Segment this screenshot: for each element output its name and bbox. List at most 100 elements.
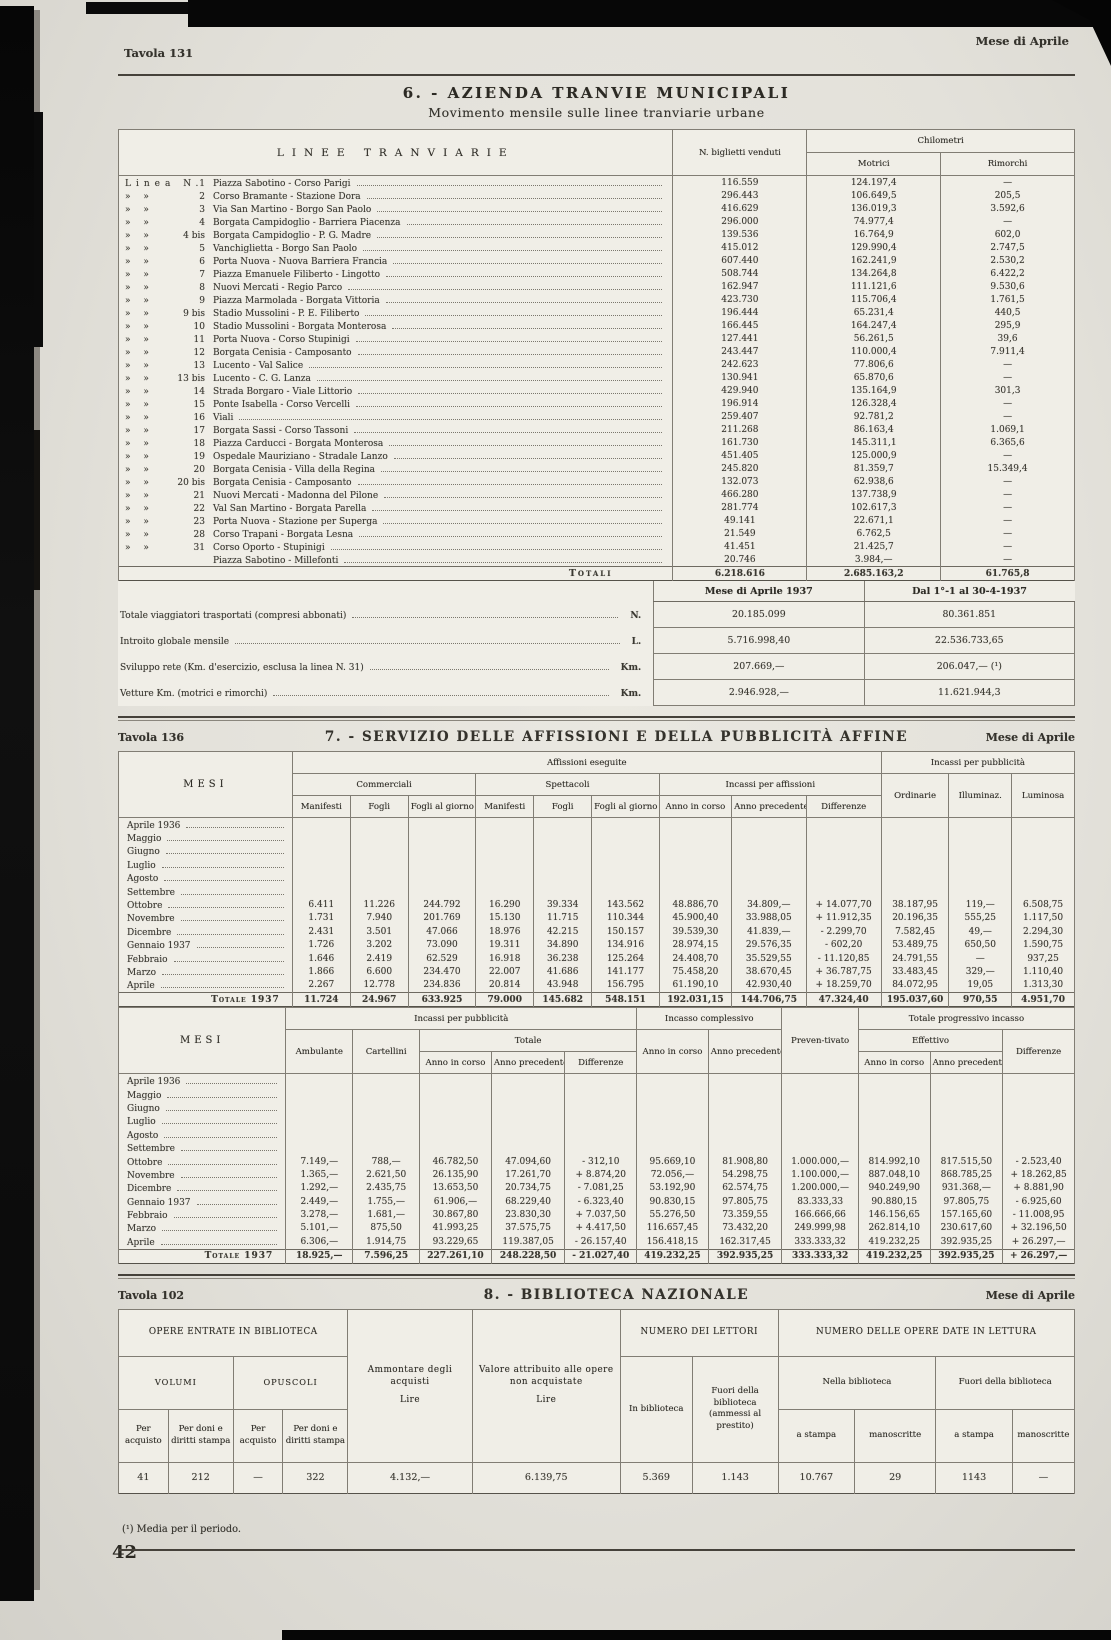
line-prefix: » » [125, 542, 154, 553]
month-row: Settembre [117, 1141, 1075, 1155]
col-mesi-b: MESI [117, 1007, 287, 1075]
value-cell: 11.226 [349, 898, 409, 912]
value-cell: 83.333,33 [781, 1194, 859, 1209]
motrici-value: 102.617,3 [806, 501, 942, 514]
value-cell [349, 817, 409, 832]
tram-line-row: Piazza Sabotino - Millefonti 20.746 3.98… [117, 553, 1075, 567]
value-cell: 144.706,75 [731, 992, 807, 1007]
dot-leader [392, 320, 663, 329]
col-fuori-biblioteca: Fuori della biblioteca (ammessi al prest… [691, 1355, 779, 1463]
group-nella-biblioteca: Nella biblioteca [777, 1355, 937, 1410]
value-cell [352, 1073, 421, 1088]
rimorchi-value: — [940, 488, 1075, 501]
dot-leader [316, 372, 663, 381]
month-name-cell: Marzo [117, 1221, 287, 1236]
value-cell: 1.365,— [285, 1168, 354, 1182]
rimorchi-value: 2.747,5 [940, 241, 1075, 254]
line-name: Corso Bramante - Stazione Dora [213, 191, 361, 202]
month-row: Gennaio 1937 2.449,— 1.755,— 61.906,— 68.22… [117, 1194, 1075, 1209]
month-name: Febbraio [127, 1211, 168, 1222]
affissioni-part2-body: Aprile 1936 Maggio [117, 1073, 1075, 1264]
group-totale-progressivo: Totale progressivo incasso [857, 1007, 1076, 1031]
value-cell: - 21.027,40 [564, 1248, 638, 1264]
line-name: Borgata Cenisia - Camposanto [213, 347, 352, 358]
dot-leader [160, 1236, 278, 1245]
value-cell: 29.576,35 [731, 938, 807, 952]
line-number: 16 [193, 412, 205, 423]
col-anno-in-corso: Anno in corso [658, 795, 733, 818]
month-name: Marzo [127, 967, 157, 978]
value-cell: 33.988,05 [731, 911, 807, 926]
tram-line-row: » » 7 Piazza Emanuele Filiberto - Lingot… [117, 267, 1075, 280]
tram-line-row: » » 31 Corso Oporto - Stupinigi 41.451 2… [117, 540, 1075, 553]
motrici-value: 77.806,6 [806, 358, 942, 371]
mese-label: Mese di Aprile [975, 34, 1069, 48]
month-name-cell: Ottobre [118, 898, 293, 912]
line-prefix: » » [125, 360, 154, 371]
line-prefix: » » [125, 204, 154, 215]
value-cell: 75.458,20 [658, 965, 733, 979]
value-cell: — [948, 951, 1013, 966]
col-opuscoli-doni: Per doni e diritti stampa [282, 1408, 349, 1463]
dot-leader [355, 333, 663, 342]
value-cell: 1.143 [691, 1462, 779, 1494]
line-prefix: » » [125, 451, 154, 462]
line-name: Piazza Sabotino - Corso Parigi [213, 178, 351, 189]
value-cell [707, 1073, 783, 1088]
rimorchi-value: 39,6 [940, 332, 1075, 345]
line-name-cell: » » 20 Borgata Cenisia - Villa della Reg… [117, 462, 674, 475]
value-cell [419, 1087, 492, 1102]
col-ambulante: Ambulante [285, 1029, 354, 1075]
value-cell: + 26.297,— [1002, 1248, 1075, 1264]
value-cell [929, 1114, 1004, 1129]
dot-leader [162, 966, 284, 975]
value-cell: 47.324,40 [805, 992, 882, 1007]
value-cell [490, 1128, 566, 1142]
biglietti-value: 466.280 [672, 488, 808, 501]
month-name: Giugno [127, 847, 160, 858]
value-cell: 6.306,— [285, 1235, 354, 1250]
value-cell: 41.839,— [731, 925, 807, 939]
line-name: Borgata Cenisia - Camposanto [213, 477, 352, 488]
value-cell [1002, 1114, 1075, 1129]
dot-leader [365, 307, 663, 316]
value-cell: + 11.912,35 [805, 911, 882, 926]
value-cell [419, 1141, 492, 1155]
line-name-cell: » » 4 bis Borgata Campidoglio - P. G. Ma… [117, 228, 674, 241]
value-cell: 73.359,55 [707, 1208, 783, 1222]
value-cell [636, 1141, 709, 1155]
value-cell: + 14.077,70 [805, 898, 882, 912]
table6-title: 6. - AZIENDA TRANVIE MUNICIPALI [402, 84, 791, 102]
line-name: Borgata Campidoglio - P. G. Madre [213, 230, 372, 241]
value-cell: 24.791,55 [880, 951, 950, 966]
line-prefix: » » [125, 386, 154, 397]
month-name-cell: Totale 1937 [117, 1248, 287, 1264]
month-name: Gennaio 1937 [127, 1197, 191, 1208]
value-cell: 11.724 [291, 992, 351, 1007]
section-divider [118, 716, 1075, 721]
month-name-cell: Novembre [118, 911, 293, 926]
motrici-value: 145.311,1 [806, 436, 942, 449]
summary-value-month: 5.716.998,40 [653, 627, 865, 654]
biglietti-value: 132.073 [672, 475, 808, 488]
value-cell: 1.755,— [352, 1194, 421, 1209]
value-cell [857, 1128, 931, 1142]
value-cell [929, 1101, 1004, 1115]
month-row: Agosto [117, 1128, 1075, 1142]
group-opuscoli: OPUSCOLI [232, 1355, 349, 1410]
line-prefix: » » [125, 464, 154, 475]
summary-label: Totale viaggiatori trasportati (compresi… [120, 610, 347, 621]
month-row: Aprile 6.306,— 1.914,75 93.229,65 119.387,0… [117, 1235, 1075, 1250]
col-in-biblioteca: In biblioteca [619, 1355, 693, 1463]
value-cell: 95.669,10 [636, 1154, 709, 1169]
dot-leader [186, 819, 284, 828]
biglietti-value: 242.623 [672, 358, 808, 371]
value-cell: 68.229,40 [490, 1194, 566, 1209]
value-cell: 116.657,45 [636, 1221, 709, 1236]
value-cell: 150.157 [591, 925, 660, 939]
line-number: 12 [193, 347, 205, 358]
value-cell: 47.066 [407, 925, 477, 939]
line-prefix: » » [125, 425, 154, 436]
month-name: Luglio [127, 860, 156, 871]
tram-line-row: » » 9 Piazza Marmolada - Borgata Vittori… [117, 293, 1075, 306]
